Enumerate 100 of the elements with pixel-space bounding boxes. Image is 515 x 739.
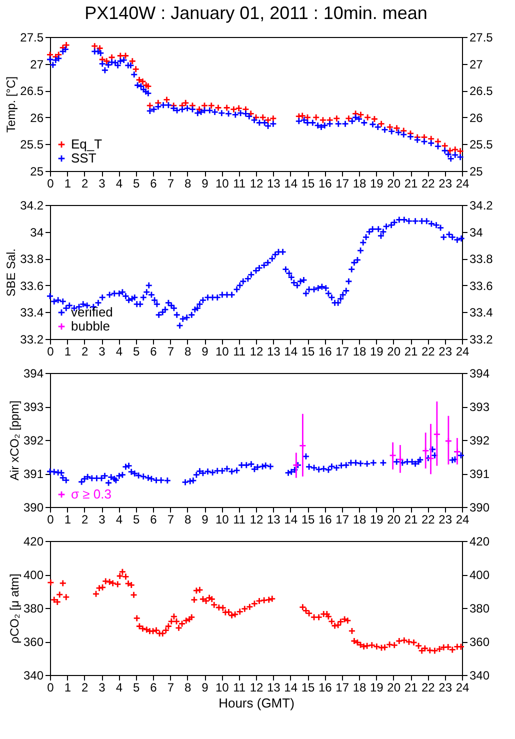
x-tick-label: 20 — [387, 680, 401, 694]
y2-tick-label: 394 — [470, 366, 490, 380]
x-tick-label: 5 — [132, 344, 140, 358]
x-tick-label: 11 — [233, 512, 246, 526]
x-tick-label: 21 — [404, 680, 418, 694]
x-tick-label: 9 — [202, 680, 209, 694]
y-axis-title: Air xCO₂ [ppm] — [7, 400, 22, 481]
x-tick-label: 7 — [167, 344, 174, 358]
x-tick-label: 16 — [318, 176, 332, 190]
x-tick-label: 22 — [421, 344, 436, 358]
x-tick-label: 5 — [132, 512, 140, 526]
x-tick-label: 4 — [116, 176, 123, 190]
x-tick-label: 23 — [438, 176, 452, 190]
legend-label: bubble — [71, 318, 110, 334]
x-tick-label: 6 — [150, 344, 158, 358]
x-tick-label: 17 — [336, 680, 350, 694]
x-tick-label: 4 — [116, 344, 123, 358]
y-tick-label: 34.2 — [20, 198, 44, 212]
y2-tick-label: 25.5 — [470, 138, 494, 152]
y-axis-title: Temp. [°C] — [4, 76, 18, 133]
x-tick-label: 9 — [202, 512, 209, 526]
x-tick-label: 6 — [150, 176, 158, 190]
x-tick-label: 20 — [387, 176, 401, 190]
legend-label: SST — [71, 150, 96, 166]
x-tick-label: 2 — [81, 512, 88, 526]
x-tick-label: 22 — [421, 512, 436, 526]
x-axis-title: Hours (GMT) — [218, 696, 294, 710]
x-tick-label: 19 — [370, 176, 384, 190]
x-tick-label: 18 — [352, 344, 366, 358]
x-tick-label: 24 — [456, 344, 470, 358]
x-tick-label: 24 — [456, 176, 470, 190]
x-tick-label: 16 — [318, 344, 332, 358]
x-tick-label: 3 — [98, 512, 106, 526]
x-tick-label: 6 — [150, 512, 158, 526]
y-tick-label: 400 — [23, 568, 44, 582]
x-tick-label: 2 — [81, 344, 88, 358]
x-tick-label: 7 — [167, 680, 174, 694]
x-tick-label: 20 — [387, 344, 401, 358]
y2-tick-label: 400 — [470, 568, 490, 582]
x-tick-label: 16 — [318, 680, 332, 694]
y2-tick-label: 393 — [470, 400, 490, 414]
x-tick-label: 18 — [352, 680, 366, 694]
x-tick-label: 19 — [370, 680, 384, 694]
x-tick-label: 19 — [370, 344, 384, 358]
y2-tick-label: 26.5 — [470, 84, 494, 98]
x-tick-label: 3 — [98, 680, 106, 694]
x-tick-label: 10 — [215, 176, 230, 190]
y2-tick-label: 34.2 — [470, 198, 494, 212]
x-tick-label: 14 — [284, 176, 298, 190]
x-tick-label: 17 — [336, 512, 350, 526]
x-tick-label: 23 — [438, 512, 452, 526]
x-tick-label: 14 — [284, 680, 298, 694]
y2-tick-label: 33.8 — [470, 252, 494, 266]
y2-tick-label: 390 — [470, 500, 490, 514]
x-tick-label: 17 — [336, 344, 350, 358]
x-tick-label: 19 — [370, 512, 384, 526]
x-tick-label: 12 — [250, 680, 264, 694]
x-tick-label: 4 — [116, 680, 123, 694]
y-tick-label: 394 — [23, 366, 44, 380]
x-tick-label: 11 — [233, 176, 246, 190]
y-tick-label: 420 — [23, 534, 44, 548]
x-tick-label: 1 — [64, 344, 72, 358]
y-tick-label: 393 — [23, 400, 44, 414]
y2-tick-label: 33.6 — [470, 278, 494, 293]
x-tick-label: 22 — [421, 680, 436, 694]
y2-tick-label: 340 — [470, 668, 490, 682]
x-tick-label: 11 — [233, 344, 246, 358]
y-tick-label: 26 — [30, 110, 44, 125]
x-tick-label: 9 — [202, 344, 209, 358]
y-tick-label: 26.5 — [20, 84, 44, 98]
y2-tick-label: 33.4 — [470, 306, 494, 320]
y2-tick-label: 33.2 — [470, 332, 494, 346]
x-tick-label: 3 — [98, 176, 106, 190]
x-tick-label: 4 — [116, 512, 123, 526]
x-tick-label: 1 — [64, 512, 72, 526]
y-axis-title: SBE Sal. — [4, 248, 18, 297]
x-tick-label: 14 — [284, 344, 298, 358]
x-tick-label: 15 — [301, 176, 315, 190]
x-tick-label: 13 — [266, 344, 281, 358]
y2-tick-label: 392 — [470, 434, 490, 448]
x-tick-label: 14 — [284, 512, 298, 526]
y-tick-label: 34 — [30, 225, 44, 240]
x-tick-label: 17 — [336, 176, 350, 190]
x-tick-label: 23 — [438, 680, 452, 694]
x-tick-label: 10 — [215, 680, 230, 694]
x-tick-label: 10 — [215, 344, 230, 358]
y-tick-label: 360 — [23, 635, 44, 649]
x-tick-label: 8 — [184, 176, 192, 190]
y2-tick-label: 27 — [470, 57, 484, 72]
x-tick-label: 21 — [404, 344, 418, 358]
legend-label: σ ≥ 0.3 — [71, 486, 112, 502]
y-tick-label: 340 — [23, 668, 44, 682]
x-tick-label: 21 — [404, 512, 418, 526]
x-tick-label: 18 — [352, 176, 366, 190]
x-tick-label: 12 — [250, 512, 264, 526]
y2-tick-label: 26 — [470, 110, 484, 125]
x-tick-label: 0 — [47, 176, 54, 190]
x-tick-label: 18 — [352, 512, 366, 526]
x-tick-label: 0 — [47, 680, 54, 694]
point — [422, 447, 430, 454]
